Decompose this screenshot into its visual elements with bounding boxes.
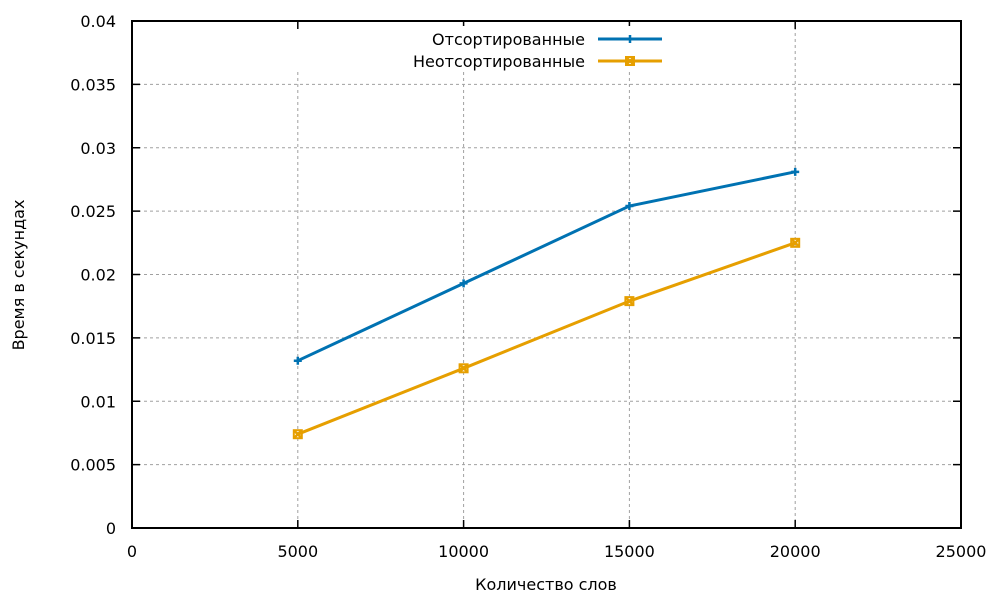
data-point xyxy=(790,237,801,248)
y-axis-label: Время в секундах xyxy=(9,200,28,351)
data-point xyxy=(791,167,800,176)
data-point-box xyxy=(625,56,635,66)
legend-label: Неотсортированные xyxy=(413,52,585,71)
y-tick-label: 0.03 xyxy=(80,139,116,158)
tick-labels: 0 0.005 0.01 0.015 0.02 0.025 0.03 0.035 0.04 0 50… xyxy=(70,12,986,561)
legend-background xyxy=(380,26,670,72)
y-tick-label: 0.015 xyxy=(70,329,116,348)
data-point xyxy=(292,429,303,440)
series-line xyxy=(297,170,796,363)
x-axis-label: Количество слов xyxy=(475,575,617,594)
data-point-box xyxy=(458,363,469,374)
series-line xyxy=(297,241,796,436)
data-point xyxy=(625,56,635,66)
x-tick-label: 15000 xyxy=(604,542,655,561)
y-tick-label: 0.025 xyxy=(70,202,116,221)
y-tick-label: 0.005 xyxy=(70,456,116,475)
x-tick-label: 0 xyxy=(127,542,137,561)
data-point-box xyxy=(790,237,801,248)
data-point xyxy=(458,363,469,374)
y-tick-label: 0 xyxy=(106,519,116,538)
plot-frame xyxy=(131,20,962,529)
series-1 xyxy=(293,167,800,365)
y-tick-label: 0.035 xyxy=(70,75,116,94)
x-tick-label: 20000 xyxy=(770,542,821,561)
grid xyxy=(132,21,961,528)
y-tick-label: 0.02 xyxy=(80,266,116,285)
data-point-box xyxy=(292,429,303,440)
series-group xyxy=(292,167,801,440)
x-tick-label: 5000 xyxy=(277,542,318,561)
data-point xyxy=(459,279,468,288)
y-tick-label: 0.04 xyxy=(80,12,116,31)
y-tick-label: 0.01 xyxy=(80,392,116,411)
series-2 xyxy=(292,237,801,440)
data-point xyxy=(624,296,635,307)
data-point-box xyxy=(624,296,635,307)
x-tick-label: 25000 xyxy=(936,542,987,561)
data-point xyxy=(625,202,634,211)
data-point xyxy=(626,35,634,43)
x-tick-label: 10000 xyxy=(438,542,489,561)
legend: Отсортированные Неотсортированные xyxy=(380,26,670,72)
data-point xyxy=(293,356,302,365)
legend-label: Отсортированные xyxy=(432,30,585,49)
